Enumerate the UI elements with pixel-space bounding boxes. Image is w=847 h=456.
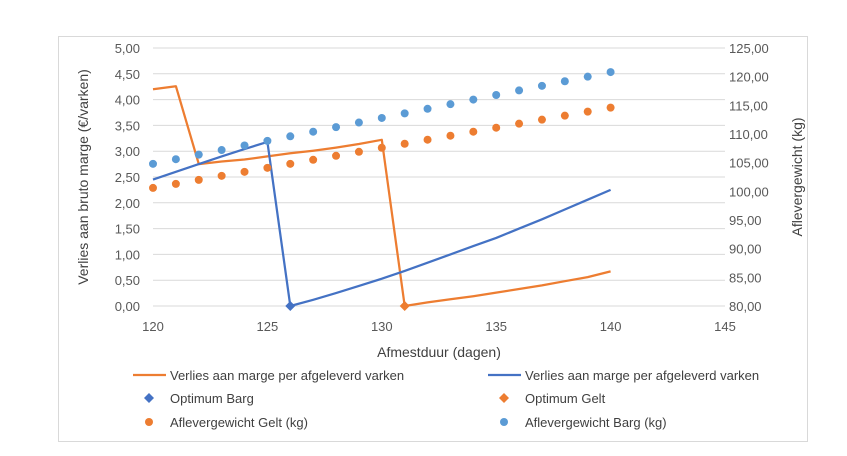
legend-diamond-swatch	[499, 393, 509, 403]
series-4-point	[400, 139, 409, 148]
x-tick-label: 140	[600, 319, 622, 334]
y2-tick-label: 105,00	[729, 156, 769, 171]
series-line-0	[152, 85, 611, 308]
legend: Verlies aan marge per afgeleverd varken V…	[133, 368, 759, 430]
series-5-point	[286, 132, 295, 141]
series-4-point	[492, 123, 501, 132]
y-tick-label: 2,00	[115, 196, 140, 211]
y2-tick-label: 120,00	[729, 70, 769, 85]
y2-tick-label: 95,00	[729, 213, 762, 228]
series-5-point	[400, 109, 409, 118]
series-4-point	[537, 115, 546, 124]
legend-label: Aflevergewicht Barg (kg)	[525, 415, 667, 430]
series-5-point	[515, 86, 524, 95]
series-5-point	[446, 100, 455, 109]
legend-label: Optimum Barg	[170, 391, 254, 406]
y2-axis-title: Aflevergewicht (kg)	[789, 117, 805, 236]
legend-diamond-swatch	[144, 393, 154, 403]
series-5-point	[194, 150, 203, 159]
series-4-point	[286, 159, 295, 168]
y-tick-label: 1,50	[115, 222, 140, 237]
x-tick-label: 125	[257, 319, 279, 334]
series-4-point	[217, 171, 226, 180]
series-5-point	[469, 95, 478, 104]
series-5-point	[149, 159, 157, 168]
tick-labels: 0,00 0,50 1,00 1,50 2,00 2,50 3,00 3,50 4,00 4,50…	[115, 41, 769, 334]
y-tick-label: 0,00	[115, 299, 140, 314]
y2-tick-label: 80,00	[729, 299, 762, 314]
series-4-point	[332, 151, 341, 160]
series-5-point	[171, 155, 180, 164]
series-4-point	[446, 131, 455, 140]
y2-tick-label: 125,00	[729, 41, 769, 56]
x-tick-label: 145	[714, 319, 736, 334]
y2-tick-label: 90,00	[729, 242, 762, 257]
y2-tick-label: 110,00	[729, 127, 768, 142]
series-5-point	[492, 91, 501, 100]
y-tick-label: 4,00	[115, 93, 140, 108]
y2-tick-label: 115,00	[729, 98, 768, 113]
y2-tick-label: 85,00	[729, 270, 762, 285]
series-4-point	[560, 111, 569, 120]
chart-frame	[58, 36, 808, 442]
x-tick-label: 120	[142, 319, 164, 334]
series-5-point	[240, 141, 249, 150]
series-5-point	[583, 72, 592, 81]
series-line-1	[152, 140, 612, 308]
y-tick-label: 4,50	[115, 67, 140, 82]
series-4-point	[423, 135, 432, 144]
x-axis-title: Afmestduur (dagen)	[377, 344, 501, 360]
series-4-point	[309, 155, 318, 164]
series-5-point	[377, 113, 386, 122]
legend-label: Verlies aan marge per afgeleverd varken	[170, 368, 404, 383]
series-4-point	[263, 163, 272, 172]
series-4-point	[354, 147, 363, 156]
series-5-point	[606, 68, 615, 77]
y-tick-label: 2,50	[115, 170, 140, 185]
y-tick-label: 3,00	[115, 144, 140, 159]
series-4-point	[583, 107, 592, 116]
series-4-point	[149, 183, 157, 192]
series-5-point	[332, 123, 341, 132]
series-4-point	[171, 179, 180, 188]
series-5-point	[537, 81, 546, 90]
series-5-point	[217, 146, 226, 155]
gridlines	[153, 47, 725, 307]
series-5-point	[354, 118, 363, 127]
y-tick-label: 5,00	[115, 41, 140, 56]
y-axis-title: Verlies aan bruto marge (€/varken)	[75, 69, 91, 285]
y-tick-label: 0,50	[115, 273, 140, 288]
series-3-marker	[399, 301, 410, 311]
series-4-point	[377, 143, 386, 152]
series-4-point	[240, 167, 249, 176]
series-5-point	[309, 127, 318, 136]
series-5-point	[423, 104, 432, 113]
legend-circle-swatch	[500, 418, 508, 426]
legend-label: Optimum Gelt	[525, 391, 606, 406]
series-4-point	[515, 119, 524, 128]
series-2-marker	[285, 301, 296, 311]
y-tick-label: 1,00	[115, 247, 140, 262]
series-4-point	[469, 127, 478, 136]
legend-label: Aflevergewicht Gelt (kg)	[170, 415, 308, 430]
legend-circle-swatch	[145, 418, 153, 426]
y-tick-label: 3,50	[115, 118, 140, 133]
y2-tick-label: 100,00	[729, 184, 769, 199]
series-4-point	[606, 103, 615, 112]
series-5-point	[560, 77, 569, 86]
series-layer	[149, 68, 615, 311]
series-4-point	[194, 175, 203, 184]
series-5-point	[263, 136, 272, 145]
x-tick-label: 135	[485, 319, 507, 334]
legend-label: Verlies aan marge per afgeleverd varken	[525, 368, 759, 383]
x-tick-label: 130	[371, 319, 393, 334]
